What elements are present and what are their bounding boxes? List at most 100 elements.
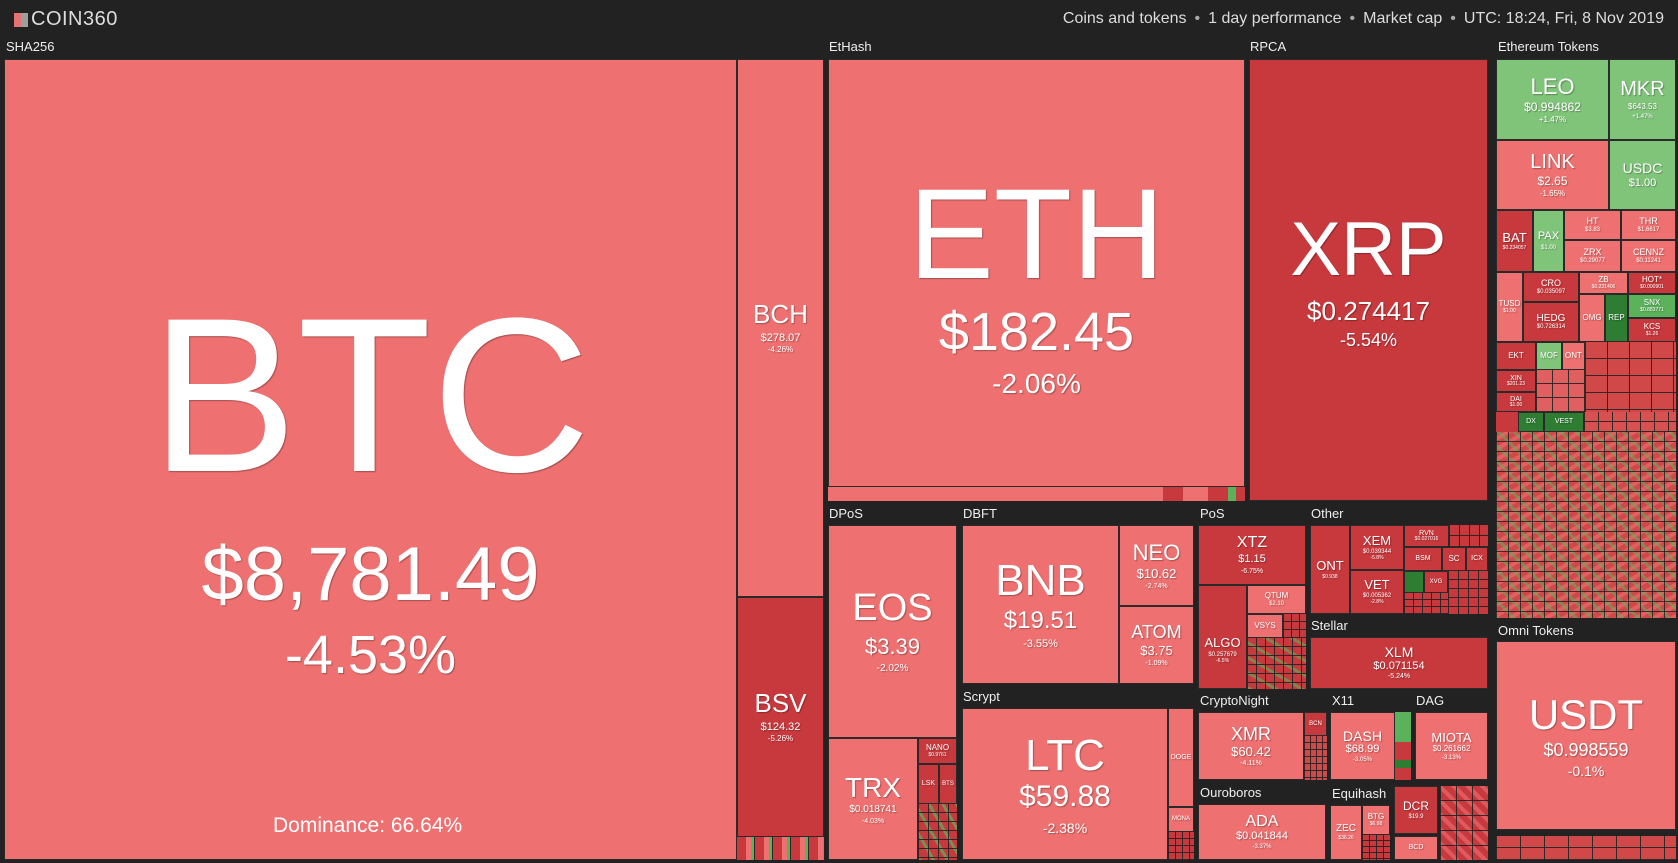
- coin-tile-ltc[interactable]: LTC $59.88 -2.38%: [962, 708, 1168, 860]
- coins-filter[interactable]: Coins and tokens: [1062, 10, 1187, 27]
- coin-change: -2.8%: [1370, 599, 1384, 606]
- coin-tile-ont[interactable]: ONT $0.938: [1310, 525, 1350, 614]
- coin-tile-btg[interactable]: BTG $6.98: [1362, 805, 1390, 835]
- coin-tile-qtum[interactable]: QTUM $2.10: [1247, 585, 1306, 614]
- coin-tile-cro[interactable]: CRO $0.035097: [1523, 272, 1579, 302]
- x11-small-coins[interactable]: [1395, 712, 1411, 780]
- coin-tile-pax[interactable]: PAX $1.00: [1533, 210, 1564, 272]
- coin360-logo[interactable]: COIN360: [14, 8, 118, 31]
- cryptonight-small-coins[interactable]: [1304, 736, 1327, 780]
- coin-tile-vet[interactable]: VET $0.005362 -2.8%: [1350, 570, 1404, 614]
- coin-tile-mkr[interactable]: MKR $643.53 +1.47%: [1609, 59, 1676, 140]
- coin-price: $3.83: [1584, 226, 1600, 233]
- coin-tile-usdc[interactable]: USDC $1.00: [1609, 140, 1676, 210]
- coin-tile-bsm[interactable]: BSM: [1404, 547, 1442, 571]
- other-small-coins-3[interactable]: [1404, 593, 1448, 614]
- coin-tile-hedg[interactable]: HEDG $0.726314: [1523, 302, 1579, 342]
- coin-tile-rvn[interactable]: RVN $0.027016: [1404, 525, 1449, 547]
- coin-symbol: VEST: [1554, 418, 1574, 426]
- coin-tile-btc[interactable]: BTC $8,781.49 -4.53%: [4, 59, 737, 860]
- coin-tile-hot[interactable]: HOT* $0.000901: [1628, 272, 1676, 294]
- ethereum-tokens-mid-coins-2[interactable]: [1536, 370, 1585, 412]
- coin-tile-ont-token[interactable]: ONT: [1562, 342, 1585, 370]
- coin-tile-algo[interactable]: ALGO $0.257679 -6.5%: [1198, 585, 1247, 689]
- coin-tile-miota[interactable]: MIOTA $0.261662 -3.13%: [1415, 712, 1488, 780]
- coin-tile-eos[interactable]: EOS $3.39 -2.02%: [828, 525, 957, 738]
- dpos-small-coins[interactable]: [918, 804, 957, 860]
- coin-tile-atom[interactable]: ATOM $3.75 -1.09%: [1119, 606, 1194, 684]
- coin-tile-xlm[interactable]: XLM $0.071154 -5.24%: [1310, 637, 1488, 689]
- coin-tile-ekt[interactable]: EKT: [1496, 342, 1536, 370]
- coin-tile-xem[interactable]: XEM $0.039344 -5.8%: [1350, 525, 1404, 570]
- coin-tile-zec[interactable]: ZEC $36.26: [1330, 805, 1362, 860]
- coin-tile-ht[interactable]: HT $3.83: [1564, 210, 1621, 240]
- equihash-small-coins[interactable]: [1362, 835, 1390, 860]
- sector-label-x11: X11: [1332, 693, 1355, 708]
- metric-filter[interactable]: Market cap: [1363, 10, 1443, 27]
- coin-tile-kcs[interactable]: KCS $1.26: [1628, 318, 1676, 342]
- coin-tile-mona[interactable]: MONA: [1168, 807, 1194, 832]
- coin-tile-tusd[interactable]: TUSD $1.00: [1496, 272, 1523, 342]
- sha256-small-coins[interactable]: [737, 837, 824, 860]
- ethereum-tokens-small-coins[interactable]: [1496, 432, 1676, 618]
- omni-small-coins[interactable]: [1496, 836, 1676, 860]
- coin-price: $59.88: [1019, 780, 1111, 813]
- coin-tile-dash[interactable]: DASH $68.99 -3.05%: [1330, 712, 1395, 780]
- coin-tile-trx[interactable]: TRX $0.018741 -4.03%: [828, 738, 918, 860]
- coin-tile-bch[interactable]: BCH $278.07 -4.26%: [737, 59, 824, 597]
- coin-tile-xin[interactable]: XIN $201.23: [1496, 370, 1536, 392]
- coin-tile-bcd[interactable]: BCD: [1394, 836, 1438, 860]
- coin-tile-mof[interactable]: MOF: [1536, 342, 1562, 370]
- coin-tile-neo[interactable]: NEO $10.62 -2.74%: [1119, 525, 1194, 606]
- coin-tile-sc[interactable]: SC: [1442, 547, 1466, 571]
- coin-tile-dai[interactable]: DAI $1.00: [1496, 392, 1536, 412]
- period-filter[interactable]: 1 day performance: [1208, 10, 1342, 27]
- pos-small-coins-2[interactable]: [1247, 638, 1306, 689]
- coin-tile-usdt[interactable]: USDT $0.998559 -0.1%: [1496, 641, 1676, 830]
- coin-tile-xmr[interactable]: XMR $60.42 -4.11%: [1198, 712, 1304, 780]
- coin-change: -5.26%: [767, 734, 794, 744]
- ethereum-tokens-mid-coins[interactable]: [1585, 342, 1676, 412]
- coin-tile-icx[interactable]: ICX: [1466, 547, 1488, 571]
- coin-tile-zb[interactable]: ZB $0.231406: [1579, 272, 1628, 294]
- ethereum-tokens-tiny-coin[interactable]: [1496, 412, 1518, 432]
- coin-tile-omg[interactable]: OMG: [1579, 294, 1605, 342]
- ethereum-tokens-small-row[interactable]: [1584, 412, 1676, 432]
- coin-price: $0.257679: [1208, 651, 1237, 658]
- coin-tile-thr[interactable]: THR $1.6617: [1621, 210, 1676, 240]
- coin-tile-bcn[interactable]: BCN: [1304, 712, 1327, 736]
- coin-tile-bnb[interactable]: BNB $19.51 -3.55%: [962, 525, 1119, 684]
- coin-tile-bts[interactable]: BTS: [939, 764, 957, 804]
- coin-tile-other-green[interactable]: [1404, 571, 1424, 593]
- coin-tile-bsv[interactable]: BSV $124.32 -5.26%: [737, 597, 824, 837]
- coin-tile-link[interactable]: LINK $2.65 -1.65%: [1496, 140, 1609, 210]
- coin-tile-xtz[interactable]: XTZ $1.15 -6.75%: [1198, 525, 1306, 585]
- coin-tile-xrp[interactable]: XRP $0.274417 -5.54%: [1249, 59, 1488, 501]
- scrypt-small-coins[interactable]: [1168, 832, 1194, 860]
- coin-tile-lsk[interactable]: LSK: [918, 764, 939, 804]
- coin-tile-xvg[interactable]: XVG: [1424, 571, 1448, 593]
- ethash-small-coins[interactable]: [828, 487, 1245, 501]
- coin-symbol: BTS: [942, 780, 954, 787]
- coin-tile-snx[interactable]: SNX $0.883771: [1628, 294, 1676, 318]
- coin-tile-dx[interactable]: DX: [1518, 412, 1544, 432]
- coin-tile-vest[interactable]: VEST: [1544, 412, 1584, 432]
- coin-tile-dcr[interactable]: DCR $19.9: [1394, 786, 1438, 834]
- sector-label-dbft: DBFT: [963, 506, 997, 521]
- coin-tile-ada[interactable]: ADA $0.041844 -3.37%: [1198, 804, 1326, 860]
- coin-tile-zrx[interactable]: ZRX $0.29077: [1564, 240, 1621, 272]
- coin-tile-doge[interactable]: DOGE: [1168, 708, 1194, 807]
- coin-tile-vsys[interactable]: VSYS: [1247, 614, 1283, 638]
- pos-small-coins[interactable]: [1283, 614, 1306, 638]
- coin-tile-leo[interactable]: LEO $0.994862 +1.47%: [1496, 59, 1609, 140]
- coin-tile-bat[interactable]: BAT $0.234057: [1496, 210, 1533, 272]
- misc-small-coins[interactable]: [1440, 786, 1488, 860]
- coin-tile-nano[interactable]: NANO $0.9761: [918, 738, 957, 764]
- coin-tile-cennz[interactable]: CENNZ $0.11241: [1621, 240, 1676, 272]
- coin-tile-rep[interactable]: REP: [1605, 294, 1628, 342]
- other-small-coins-2[interactable]: [1448, 571, 1488, 614]
- other-small-coins[interactable]: [1449, 525, 1488, 547]
- coin-change: +1.47%: [1538, 114, 1567, 124]
- coin-price: $19.9: [1408, 813, 1424, 820]
- coin-tile-eth[interactable]: ETH $182.45 -2.06%: [828, 59, 1245, 487]
